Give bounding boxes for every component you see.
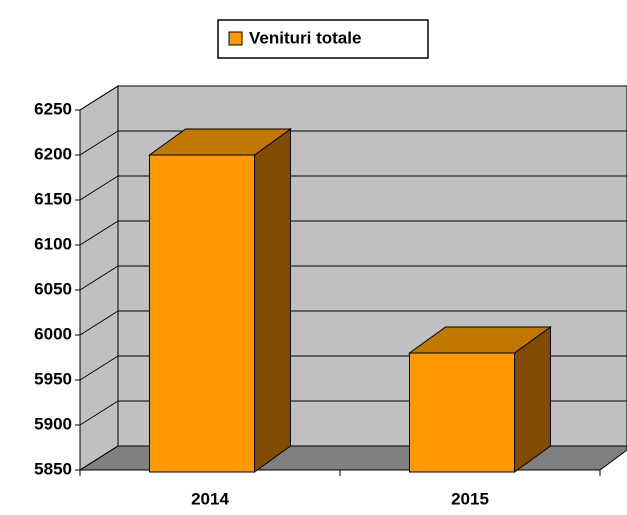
- y-tick-label: 6150: [34, 189, 72, 208]
- grid-line: [79, 445, 119, 471]
- grid-line: [79, 355, 119, 381]
- legend-swatch: [228, 31, 243, 46]
- grid-line: [79, 175, 119, 201]
- grid-line: [79, 130, 119, 156]
- y-tick-label: 5900: [34, 414, 72, 433]
- bar: [409, 352, 515, 473]
- y-tick-label: 6250: [34, 99, 72, 118]
- y-tick-label: 6100: [34, 234, 72, 253]
- grid-line: [79, 400, 119, 426]
- bar-side: [254, 128, 291, 473]
- x-tick-label: 2015: [451, 489, 489, 508]
- grid-line: [79, 310, 119, 336]
- x-tick-label: 2014: [191, 489, 229, 508]
- y-tick-label: 6000: [34, 324, 72, 343]
- legend-box: [217, 19, 429, 59]
- bar: [149, 154, 255, 473]
- grid-line: [79, 265, 119, 291]
- y-tick-label: 6200: [34, 144, 72, 163]
- y-tick-label: 5950: [34, 369, 72, 388]
- y-tick-label: 6050: [34, 279, 72, 298]
- legend-label: Venituri totale: [249, 28, 361, 47]
- y-tick-label: 5850: [34, 459, 72, 478]
- grid-line: [79, 220, 119, 246]
- grid-line: [79, 85, 119, 111]
